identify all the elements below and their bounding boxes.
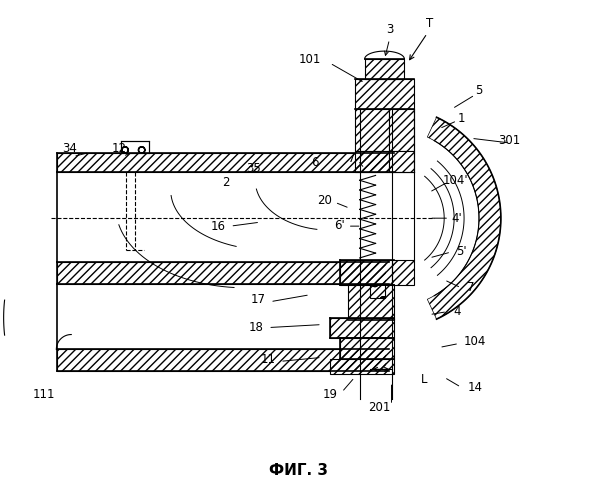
Bar — [330, 318, 395, 338]
Bar — [365, 59, 405, 79]
Bar — [330, 318, 395, 338]
Text: 101: 101 — [299, 52, 321, 66]
Bar — [393, 260, 414, 285]
Bar — [370, 284, 384, 298]
Bar — [390, 150, 414, 172]
Text: 14: 14 — [467, 380, 483, 394]
Bar — [390, 109, 414, 150]
Bar — [57, 350, 386, 372]
Bar — [57, 262, 386, 284]
Text: 18: 18 — [249, 321, 263, 334]
Bar — [390, 109, 414, 150]
Bar — [355, 79, 414, 109]
Bar — [347, 285, 395, 320]
Text: 35: 35 — [246, 162, 260, 175]
Text: 17: 17 — [251, 293, 266, 306]
Text: 11: 11 — [260, 353, 276, 366]
Bar — [57, 262, 386, 284]
Bar — [340, 338, 395, 359]
Bar — [57, 152, 393, 172]
Bar — [390, 150, 414, 172]
Bar — [121, 140, 149, 152]
Text: 5: 5 — [475, 84, 483, 98]
Text: 4: 4 — [454, 305, 461, 318]
Text: 16: 16 — [211, 220, 226, 232]
Text: 6': 6' — [334, 218, 345, 232]
Bar — [355, 150, 390, 172]
Bar — [355, 150, 390, 172]
Text: T: T — [426, 17, 433, 30]
Text: 7: 7 — [348, 152, 355, 165]
Text: 12: 12 — [111, 142, 126, 155]
Text: 301: 301 — [498, 134, 520, 147]
Bar — [370, 284, 384, 298]
Text: 104': 104' — [442, 174, 468, 187]
Bar — [57, 152, 393, 172]
Text: L: L — [421, 373, 427, 386]
Text: 104: 104 — [464, 335, 486, 348]
Text: 5': 5' — [456, 246, 467, 258]
Text: 34: 34 — [62, 142, 77, 155]
Text: 20: 20 — [318, 194, 333, 207]
Text: 1: 1 — [457, 112, 465, 125]
Bar — [347, 285, 395, 320]
Text: 7: 7 — [467, 282, 475, 294]
Text: 3: 3 — [386, 22, 393, 36]
Bar — [330, 360, 395, 374]
Bar — [340, 338, 395, 359]
Text: 201: 201 — [368, 400, 391, 413]
Bar — [355, 109, 390, 150]
Bar — [393, 260, 414, 285]
Text: 6: 6 — [311, 156, 319, 169]
Bar — [340, 260, 395, 285]
Polygon shape — [427, 117, 501, 319]
Bar — [121, 140, 149, 152]
Bar — [340, 260, 395, 285]
Bar — [355, 109, 390, 150]
Text: 111: 111 — [32, 388, 55, 400]
Text: 2: 2 — [222, 176, 229, 189]
Text: ФИГ. 3: ФИГ. 3 — [269, 464, 327, 478]
Bar — [57, 350, 386, 372]
Text: 4': 4' — [452, 212, 462, 224]
Bar — [365, 59, 405, 79]
Bar — [355, 79, 414, 109]
Bar — [330, 360, 395, 374]
Text: 19: 19 — [322, 388, 337, 400]
